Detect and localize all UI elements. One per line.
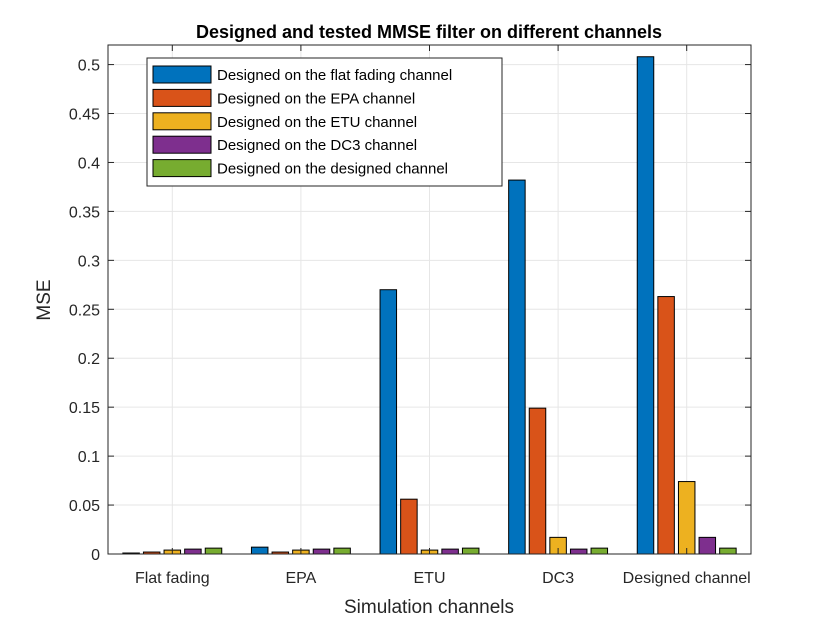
x-tick-label: Flat fading — [135, 570, 210, 587]
bar — [636, 56, 655, 555]
x-tick-label: Designed channel — [623, 570, 751, 587]
bar — [590, 547, 609, 555]
chart-title: Designed and tested MMSE filter on diffe… — [196, 22, 662, 42]
bar — [677, 481, 696, 555]
legend-swatch — [152, 65, 212, 84]
legend-entry-label: Designed on the flat fading channel — [217, 67, 452, 84]
bar — [184, 548, 202, 555]
legend[interactable]: Designed on the flat fading channel Desig… — [146, 57, 503, 187]
bar — [379, 289, 398, 555]
bar — [204, 547, 223, 555]
y-tick-label: 0.5 — [78, 58, 100, 75]
bars — [122, 56, 737, 555]
y-tick-label: 0.15 — [69, 400, 100, 417]
bar — [461, 547, 480, 555]
y-tick-label: 0.4 — [78, 155, 100, 172]
legend-entry-label: Designed on the EPA channel — [217, 90, 415, 107]
legend-swatch — [152, 159, 212, 178]
legend-swatch — [152, 135, 212, 154]
y-tick-label: 0.45 — [69, 107, 100, 124]
y-tick-label: 0.1 — [78, 449, 100, 466]
bar — [719, 547, 737, 555]
y-tick-label: 0 — [91, 547, 100, 564]
y-tick-label: 0.2 — [78, 351, 100, 368]
bar — [528, 407, 547, 555]
bar — [250, 546, 269, 555]
ticks: 0 0.05 0.1 0.15 0.2 0.25 0.3 0.35 0.4 0.45 0.5 Flat… — [69, 45, 751, 587]
legend-entry-label: Designed on the ETU channel — [217, 114, 417, 131]
y-axis-title: MSE — [34, 279, 55, 320]
bar — [400, 498, 418, 555]
bar — [333, 547, 351, 555]
legend-swatch — [152, 112, 212, 131]
x-tick-label: EPA — [285, 570, 316, 587]
x-tick-label: DC3 — [542, 570, 574, 587]
y-tick-label: 0.3 — [78, 253, 100, 270]
bar — [441, 548, 459, 555]
bar — [569, 548, 588, 555]
bar — [698, 536, 717, 555]
bar — [657, 296, 675, 555]
y-tick-label: 0.25 — [69, 302, 100, 319]
bar — [508, 179, 526, 555]
x-tick-label: ETU — [414, 570, 446, 587]
y-tick-label: 0.35 — [69, 204, 100, 221]
legend-swatch — [152, 88, 212, 107]
y-tick-label: 0.05 — [69, 498, 100, 515]
legend-entry-label: Designed on the designed channel — [217, 161, 448, 178]
x-axis-title: Simulation channels — [344, 597, 514, 618]
bar — [312, 548, 331, 555]
legend-entry-label: Designed on the DC3 channel — [217, 137, 417, 154]
